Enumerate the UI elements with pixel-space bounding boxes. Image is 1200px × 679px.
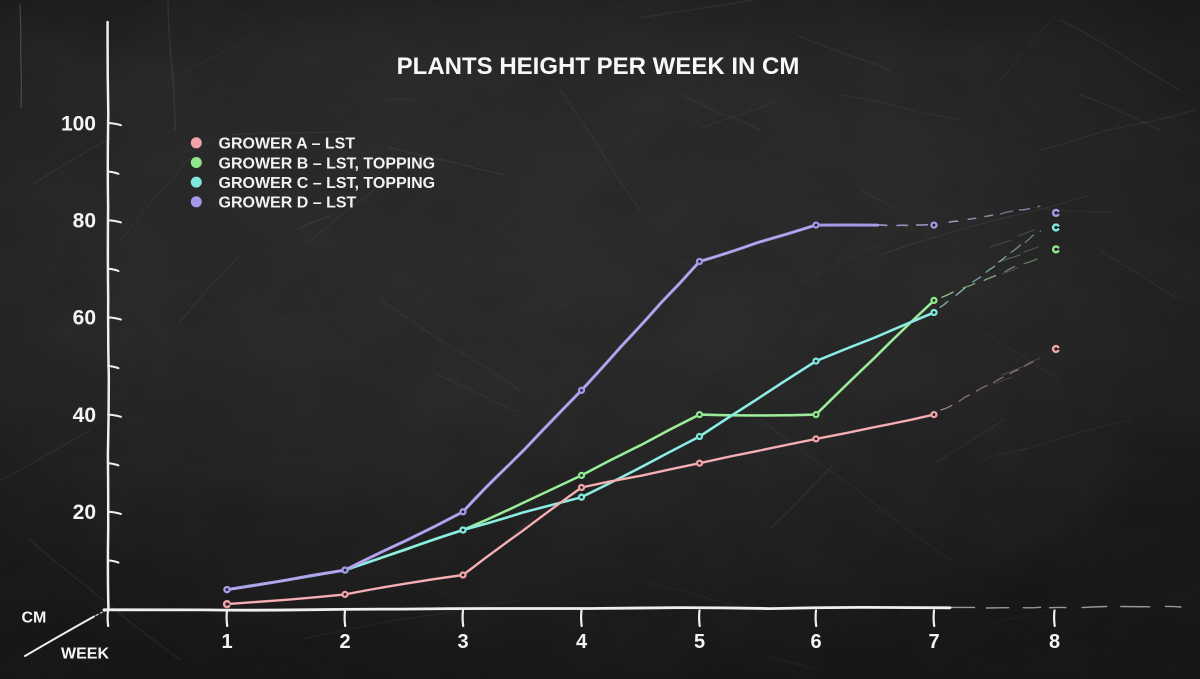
svg-text:GROWER B – LST, TOPPING: GROWER B – LST, TOPPING [219,155,436,172]
svg-text:GROWER A – LST: GROWER A – LST [219,136,356,153]
svg-text:GROWER D – LST: GROWER D – LST [219,195,357,212]
svg-text:60: 60 [73,307,96,330]
svg-text:3: 3 [457,631,468,653]
svg-text:PLANTS HEIGHT PER WEEK IN CM: PLANTS HEIGHT PER WEEK IN CM [397,53,800,80]
svg-text:6: 6 [810,631,821,653]
svg-text:WEEK: WEEK [61,646,109,663]
svg-text:8: 8 [1049,631,1060,653]
svg-text:7: 7 [928,631,939,653]
svg-text:GROWER C – LST, TOPPING: GROWER C – LST, TOPPING [219,175,436,192]
svg-text:4: 4 [576,631,588,653]
svg-text:40: 40 [73,404,96,427]
svg-text:CM: CM [22,610,47,627]
svg-text:100: 100 [61,112,96,135]
svg-text:80: 80 [73,210,96,233]
svg-text:1: 1 [221,631,232,653]
svg-text:5: 5 [694,631,705,653]
svg-text:2: 2 [339,631,350,653]
svg-text:20: 20 [73,501,96,524]
